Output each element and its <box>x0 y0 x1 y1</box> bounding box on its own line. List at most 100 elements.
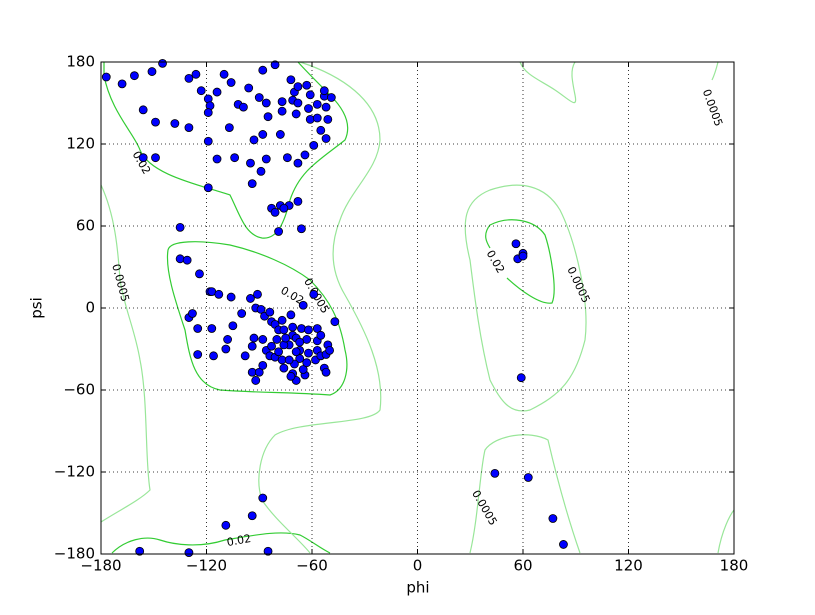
point <box>237 309 247 318</box>
y-tick-label: −60 <box>63 381 95 399</box>
point <box>279 363 289 373</box>
y-tick-label: −180 <box>54 545 95 563</box>
point <box>261 154 271 164</box>
point <box>184 123 194 132</box>
point <box>304 348 313 358</box>
point <box>224 123 234 132</box>
point <box>265 307 275 317</box>
contour-line <box>100 184 151 523</box>
point <box>305 115 315 124</box>
point <box>297 324 306 333</box>
point <box>246 294 255 303</box>
point <box>295 337 305 347</box>
point <box>184 74 194 83</box>
point <box>309 289 319 299</box>
point <box>249 135 259 145</box>
point <box>277 106 287 116</box>
point <box>288 322 298 332</box>
point <box>279 325 289 335</box>
point <box>191 69 201 79</box>
point <box>270 207 280 217</box>
point <box>258 130 268 139</box>
contour-line <box>469 434 581 554</box>
contours <box>100 61 735 554</box>
point <box>195 269 204 279</box>
point <box>247 511 257 521</box>
point <box>298 300 308 310</box>
point <box>254 367 264 377</box>
point <box>226 78 236 87</box>
point <box>203 108 213 117</box>
point <box>274 227 283 236</box>
contour-line <box>166 241 348 396</box>
contour-line <box>711 61 719 81</box>
y-tick-label: 180 <box>66 53 95 71</box>
point <box>263 546 273 556</box>
point <box>219 69 229 79</box>
point <box>212 87 222 97</box>
point <box>258 65 268 75</box>
point <box>312 324 322 333</box>
point <box>272 335 282 344</box>
point <box>274 347 283 357</box>
contour-line <box>519 61 577 104</box>
point <box>251 376 261 385</box>
point <box>293 98 303 108</box>
point <box>247 179 257 189</box>
y-axis-label: psi <box>28 297 46 319</box>
x-tick-label: 60 <box>513 557 532 575</box>
point <box>293 82 303 91</box>
contour-label: 0.02 <box>226 532 252 549</box>
point <box>258 493 268 503</box>
point <box>316 330 326 340</box>
point <box>221 520 231 530</box>
point <box>158 58 167 68</box>
point <box>247 341 257 351</box>
point <box>523 473 533 482</box>
x-tick-label: −60 <box>296 557 328 575</box>
point <box>135 546 145 556</box>
x-tick-label: 120 <box>614 557 643 575</box>
point <box>518 251 528 261</box>
point <box>286 371 296 381</box>
point <box>175 222 185 232</box>
point <box>511 239 521 249</box>
x-axis-label: phi <box>406 579 429 597</box>
point <box>151 117 160 127</box>
y-tick-label: 0 <box>85 299 95 317</box>
point <box>184 548 194 558</box>
point <box>193 324 203 333</box>
point <box>281 333 291 343</box>
point <box>170 119 180 128</box>
point <box>302 358 312 368</box>
point <box>277 315 287 325</box>
point <box>246 158 255 168</box>
point <box>253 289 262 299</box>
point <box>270 60 280 70</box>
point <box>293 158 303 168</box>
point <box>256 166 266 176</box>
y-tick-label: 60 <box>76 217 95 235</box>
point <box>548 514 558 523</box>
point <box>230 153 240 163</box>
point <box>282 153 292 163</box>
point <box>138 105 148 115</box>
point <box>321 367 331 377</box>
point <box>244 83 254 93</box>
point <box>559 540 568 549</box>
point <box>203 183 213 193</box>
y-tick-label: −120 <box>54 463 95 481</box>
point <box>286 310 296 320</box>
point <box>304 325 313 335</box>
point <box>228 321 238 331</box>
contour-line <box>717 509 735 554</box>
contour-line <box>103 61 349 239</box>
point <box>298 365 308 374</box>
point <box>291 109 301 119</box>
plot-frame <box>100 61 735 555</box>
point <box>226 292 236 302</box>
contour-line <box>464 184 587 412</box>
point <box>286 75 296 85</box>
